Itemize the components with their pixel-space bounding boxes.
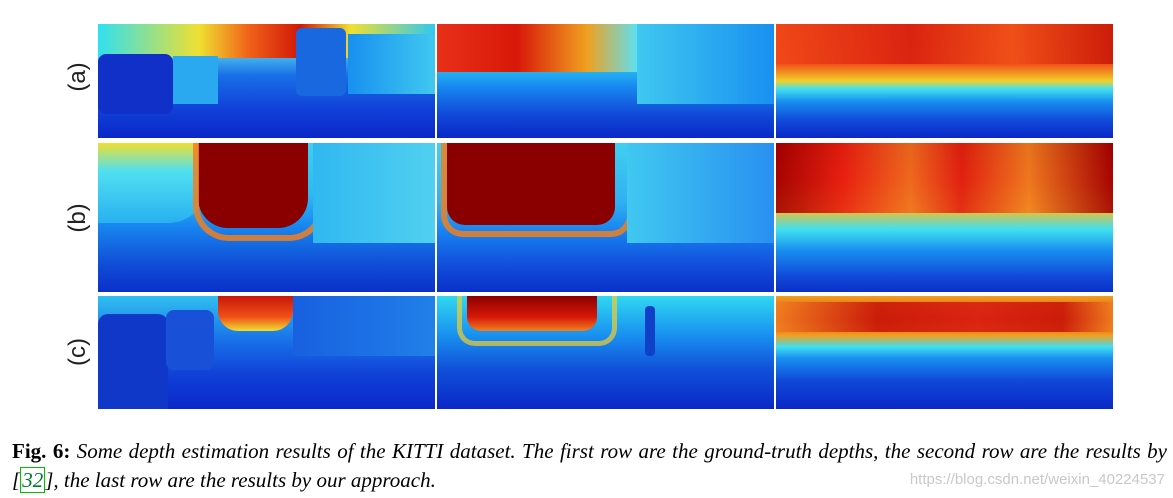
row-label-a: (a) bbox=[64, 62, 91, 92]
row-label-b: (b) bbox=[64, 203, 91, 233]
depth-figure: (a) (b) (c) bbox=[64, 24, 1113, 409]
caption-citation-close: ] bbox=[45, 468, 54, 492]
caption-text-part2: , the last row are the results by our ap… bbox=[53, 468, 436, 492]
caption-citation-open: [ bbox=[12, 468, 21, 492]
depth-panel-b3 bbox=[776, 143, 1113, 292]
depth-panel-c2 bbox=[437, 296, 774, 409]
depth-panel-c1 bbox=[98, 296, 435, 409]
depth-panel-b1 bbox=[98, 143, 435, 292]
depth-panel-a3 bbox=[776, 24, 1113, 138]
depth-panel-c3 bbox=[776, 296, 1113, 409]
citation-link[interactable]: 32 bbox=[20, 467, 46, 493]
depth-panel-a2 bbox=[437, 24, 774, 138]
depth-panel-b2 bbox=[437, 143, 774, 292]
figure-caption: Fig. 6: Some depth estimation results of… bbox=[12, 437, 1167, 495]
caption-label: Fig. 6: bbox=[12, 439, 71, 463]
depth-panel-a1 bbox=[98, 24, 435, 138]
caption-text-part1: Some depth estimation results of the KIT… bbox=[70, 439, 1168, 463]
row-label-c: (c) bbox=[64, 338, 91, 366]
watermark-url: https://blog.csdn.net/weixin_40224537 bbox=[909, 471, 1165, 488]
